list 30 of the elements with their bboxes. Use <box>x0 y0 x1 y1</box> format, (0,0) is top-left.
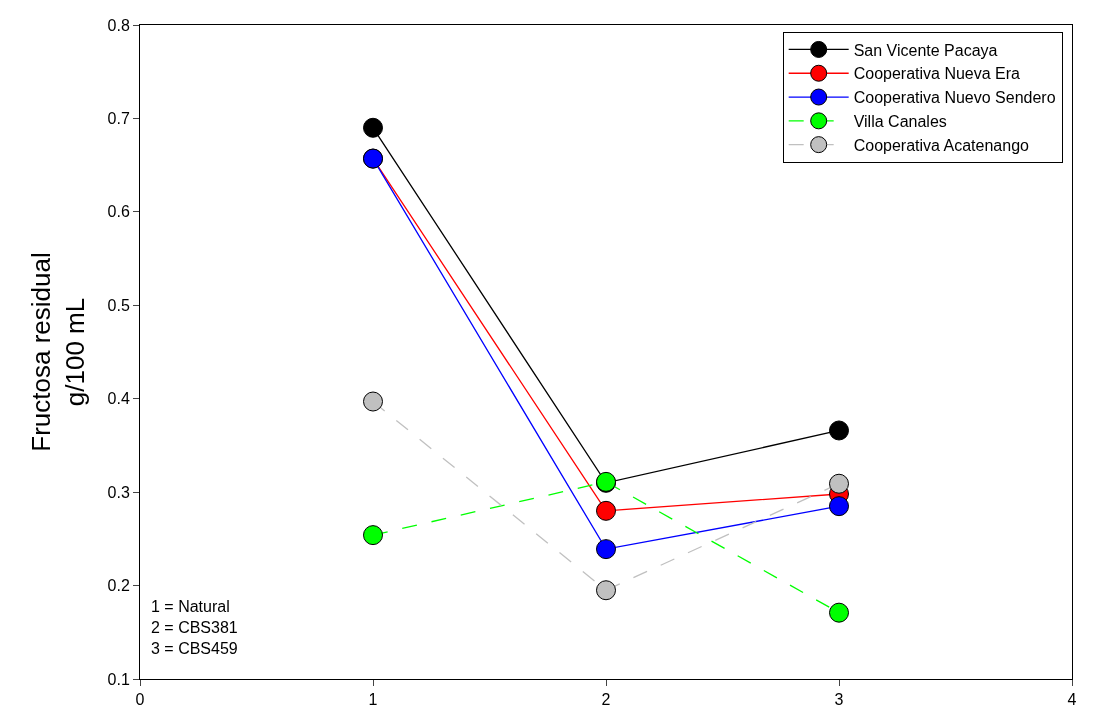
y-tick-label: 0.7 <box>107 110 130 128</box>
x-tick-label: 3 <box>834 691 844 709</box>
x-tick-label: 4 <box>1067 691 1077 709</box>
y-tick-label: 0.6 <box>107 203 130 221</box>
point <box>829 496 849 517</box>
point <box>829 602 849 623</box>
legend-label: Cooperativa Nuevo Sendero <box>853 89 1056 107</box>
point <box>363 117 383 138</box>
point <box>596 500 616 521</box>
legend-label: Cooperativa Nueva Era <box>853 65 1021 83</box>
point <box>363 525 383 546</box>
y-axis-title: Fructosa residual g/100 mL <box>26 252 90 452</box>
y-tick-label: 0.4 <box>107 390 130 408</box>
point <box>829 473 849 494</box>
y-tick-label: 0.3 <box>107 483 130 501</box>
annotation: 1 = Natural 2 = CBS381 3 = CBS459 <box>151 598 238 657</box>
x-tick-label: 1 <box>368 691 378 709</box>
y-tick-label: 0.2 <box>107 577 130 595</box>
y-tick-label: 0.1 <box>107 670 130 688</box>
legend-label: San Vicente Pacaya <box>853 41 998 59</box>
point <box>829 420 849 441</box>
point <box>596 539 616 560</box>
point <box>596 580 616 601</box>
point <box>363 391 383 412</box>
x-tick-label: 0 <box>135 691 145 709</box>
y-tick-label: 0.8 <box>107 16 130 34</box>
x-tick-label: 2 <box>601 691 611 709</box>
y-tick-label: 0.5 <box>107 296 130 314</box>
legend-label: Cooperativa Acatenango <box>853 136 1030 154</box>
legend-label: Villa Canales <box>853 113 947 131</box>
